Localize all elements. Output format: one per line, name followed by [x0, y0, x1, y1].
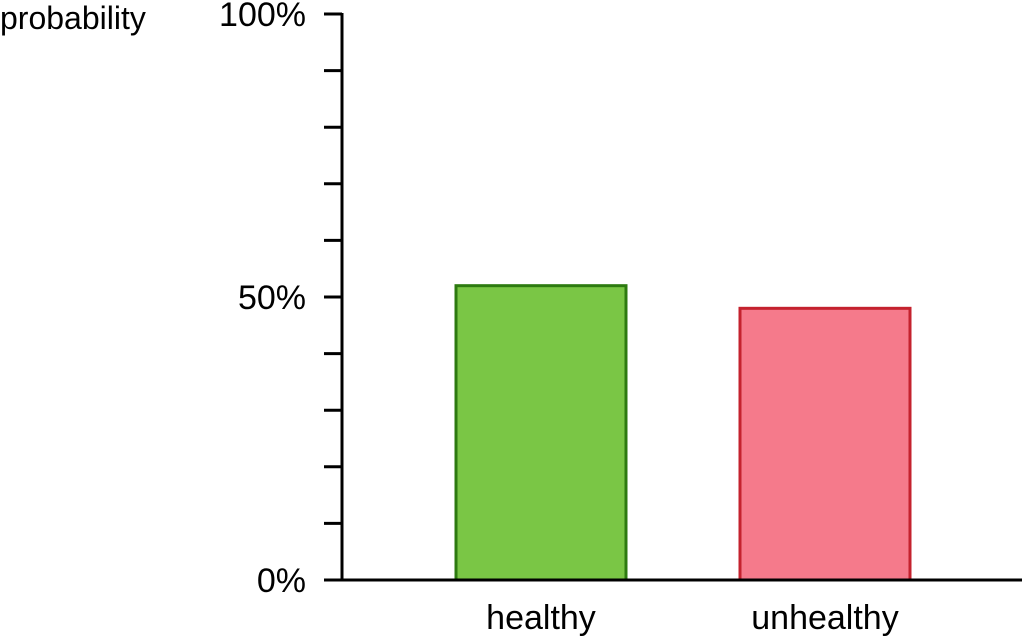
- bar-unhealthy: [738, 306, 912, 582]
- bar-healthy: [454, 284, 628, 582]
- bars-group: [454, 284, 912, 582]
- y-tick-label-100: 100%: [219, 0, 306, 34]
- y-axis-label: probability: [0, 0, 146, 36]
- ticks-group: 0% 50% 100%: [219, 0, 342, 600]
- category-labels-group: healthy unhealthy: [486, 599, 899, 637]
- y-tick-label-0: 0%: [257, 562, 306, 600]
- axes-group: [340, 13, 1022, 582]
- y-tick-label-50: 50%: [238, 279, 306, 317]
- x-category-label-unhealthy: unhealthy: [751, 599, 898, 637]
- x-category-label-healthy: healthy: [486, 599, 596, 637]
